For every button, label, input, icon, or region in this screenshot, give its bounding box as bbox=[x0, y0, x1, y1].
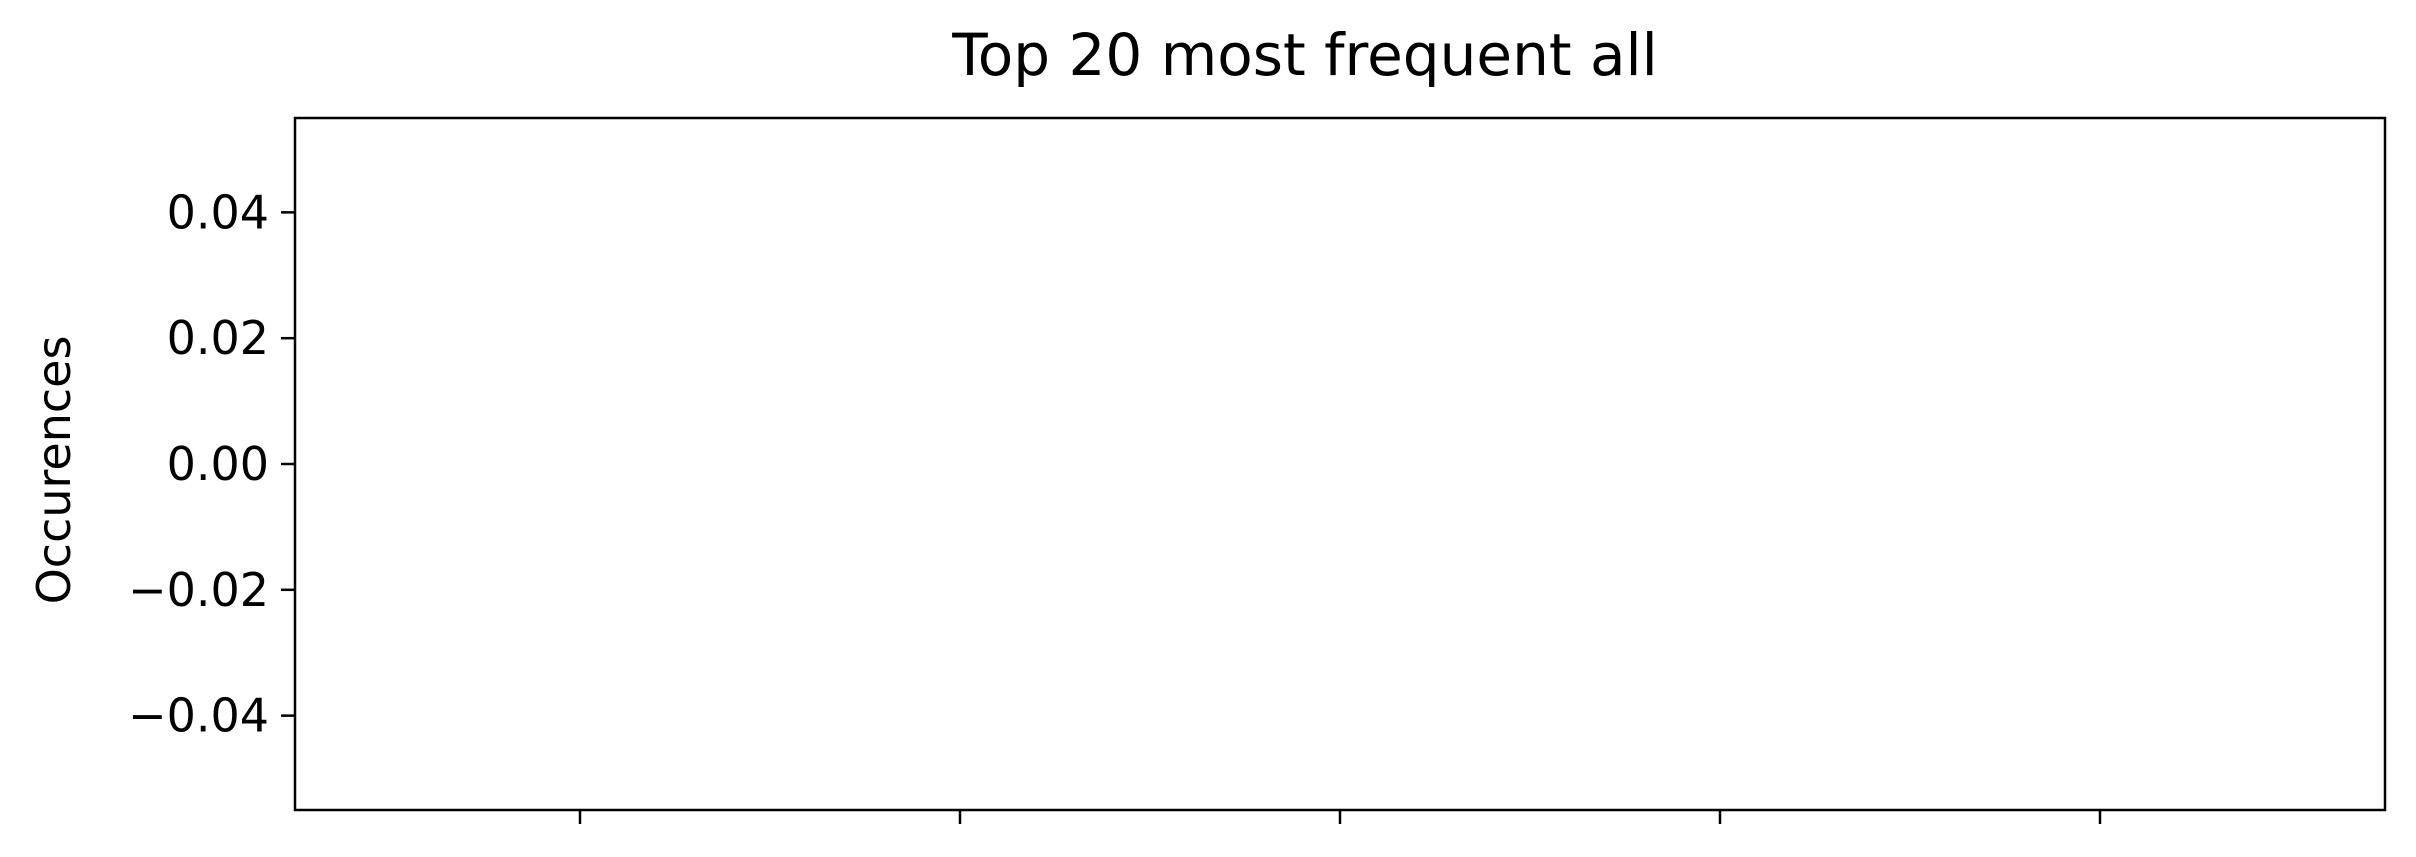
y-tick-label: −0.04 bbox=[128, 689, 269, 743]
y-tick-label: 0.02 bbox=[167, 311, 269, 365]
y-tick-label: 0.00 bbox=[167, 437, 269, 491]
chart-title: Top 20 most frequent all bbox=[951, 21, 1658, 89]
y-tick-label: −0.02 bbox=[128, 563, 269, 617]
y-axis-label: Occurences bbox=[27, 336, 81, 605]
plot-area-frame bbox=[293, 116, 2387, 812]
y-tick-label: 0.04 bbox=[167, 185, 269, 239]
x-axis-ticks bbox=[578, 810, 2102, 824]
y-axis-ticks: −0.04 −0.02 0.00 0.02 0.04 bbox=[128, 185, 295, 743]
